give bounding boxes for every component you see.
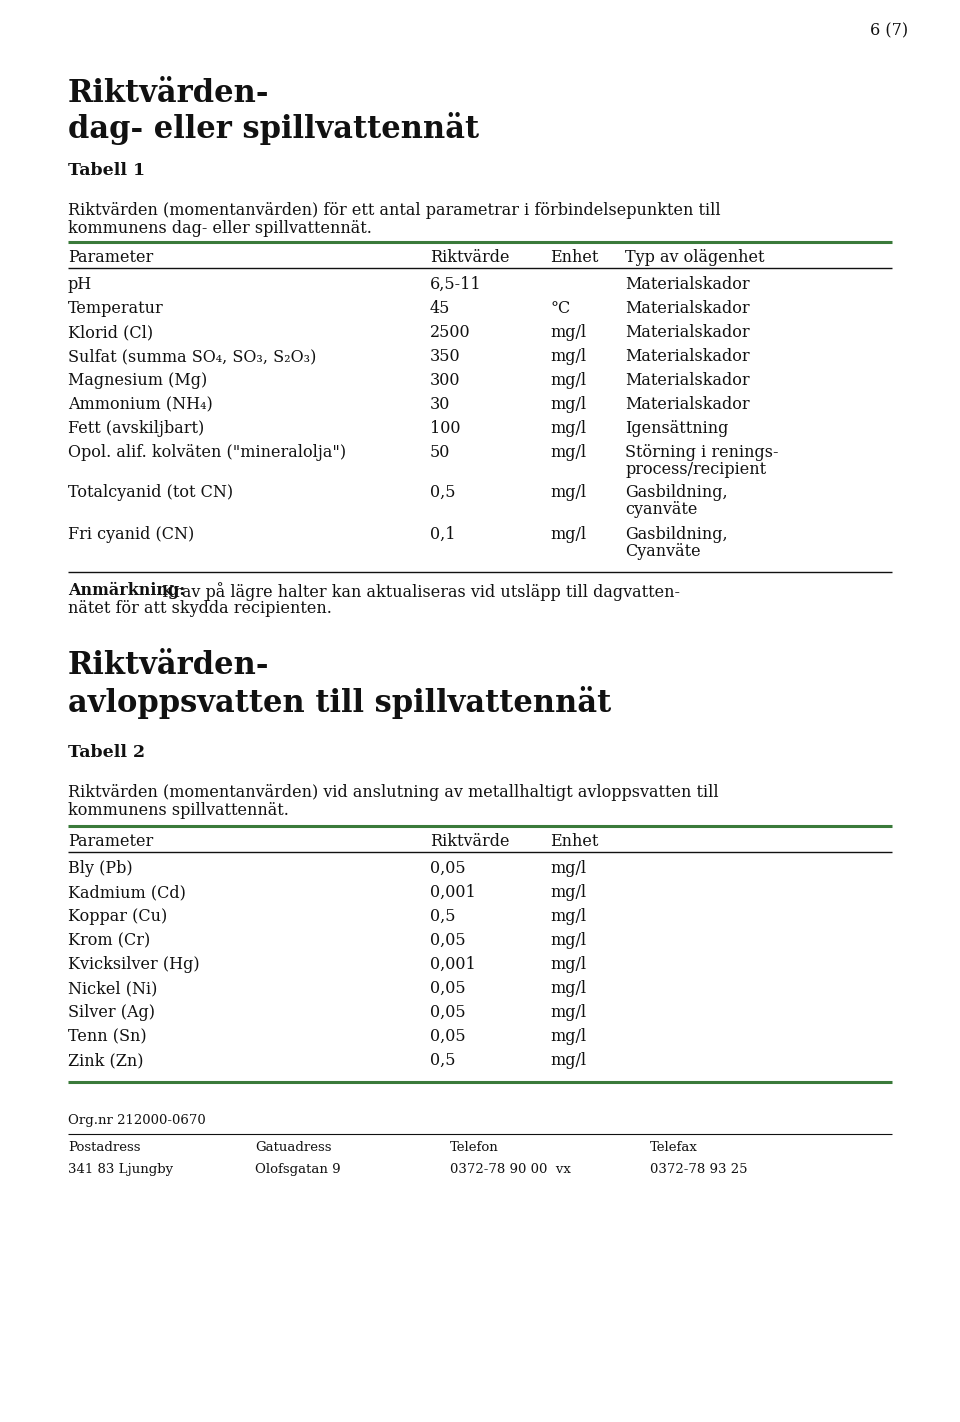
Text: Tabell 2: Tabell 2 (68, 744, 145, 761)
Text: Krom (Cr): Krom (Cr) (68, 931, 151, 948)
Text: pH: pH (68, 276, 92, 293)
Text: mg/l: mg/l (550, 483, 587, 501)
Text: Silver (Ag): Silver (Ag) (68, 1004, 155, 1021)
Text: Materialskador: Materialskador (625, 348, 750, 365)
Text: mg/l: mg/l (550, 1052, 587, 1069)
Text: Parameter: Parameter (68, 249, 154, 266)
Text: kommunens spillvattennät.: kommunens spillvattennät. (68, 802, 289, 819)
Text: avloppsvatten till spillvattennät: avloppsvatten till spillvattennät (68, 685, 612, 720)
Text: Nickel (Ni): Nickel (Ni) (68, 980, 157, 997)
Text: Bly (Pb): Bly (Pb) (68, 860, 132, 877)
Text: Zink (Zn): Zink (Zn) (68, 1052, 143, 1069)
Text: 0,05: 0,05 (430, 1028, 466, 1045)
Text: Temperatur: Temperatur (68, 300, 164, 317)
Text: Riktvärden-: Riktvärden- (68, 650, 270, 681)
Text: 6 (7): 6 (7) (870, 21, 908, 38)
Text: mg/l: mg/l (550, 980, 587, 997)
Text: Materialskador: Materialskador (625, 395, 750, 412)
Text: mg/l: mg/l (550, 956, 587, 973)
Text: Riktvärde: Riktvärde (430, 249, 510, 266)
Text: Klorid (Cl): Klorid (Cl) (68, 324, 154, 341)
Text: Riktvärden (momentanvärden) vid anslutning av metallhaltigt avloppsvatten till: Riktvärden (momentanvärden) vid anslutni… (68, 784, 719, 801)
Text: mg/l: mg/l (550, 884, 587, 902)
Text: cyanväte: cyanväte (625, 501, 697, 518)
Text: Totalcyanid (tot CN): Totalcyanid (tot CN) (68, 483, 233, 501)
Text: Telefax: Telefax (650, 1140, 698, 1155)
Text: mg/l: mg/l (550, 373, 587, 390)
Text: 100: 100 (430, 419, 461, 437)
Text: Tabell 1: Tabell 1 (68, 162, 145, 179)
Text: Ammonium (NH₄): Ammonium (NH₄) (68, 395, 213, 412)
Text: 2500: 2500 (430, 324, 470, 341)
Text: 0,001: 0,001 (430, 884, 476, 902)
Text: 0,1: 0,1 (430, 526, 455, 543)
Text: Materialskador: Materialskador (625, 276, 750, 293)
Text: 0,001: 0,001 (430, 956, 476, 973)
Text: mg/l: mg/l (550, 395, 587, 412)
Text: 0372-78 90 00  vx: 0372-78 90 00 vx (450, 1163, 571, 1176)
Text: mg/l: mg/l (550, 526, 587, 543)
Text: mg/l: mg/l (550, 1028, 587, 1045)
Text: Riktvärden (momentanvärden) för ett antal parametrar i förbindelsepunkten till: Riktvärden (momentanvärden) för ett anta… (68, 202, 721, 219)
Text: Opol. alif. kolväten ("mineralolja"): Opol. alif. kolväten ("mineralolja") (68, 444, 347, 461)
Text: Fri cyanid (CN): Fri cyanid (CN) (68, 526, 194, 543)
Text: Enhet: Enhet (550, 249, 598, 266)
Text: mg/l: mg/l (550, 348, 587, 365)
Text: Org.nr 212000-0670: Org.nr 212000-0670 (68, 1113, 205, 1128)
Text: Gasbildning,: Gasbildning, (625, 483, 728, 501)
Text: Olofsgatan 9: Olofsgatan 9 (255, 1163, 341, 1176)
Text: nätet för att skydda recipienten.: nätet för att skydda recipienten. (68, 600, 332, 617)
Text: Parameter: Parameter (68, 833, 154, 850)
Text: Telefon: Telefon (450, 1140, 499, 1155)
Text: 0,05: 0,05 (430, 860, 466, 877)
Text: Postadress: Postadress (68, 1140, 140, 1155)
Text: Igensättning: Igensättning (625, 419, 729, 437)
Text: Krav på lägre halter kan aktualiseras vid utsläpp till dagvatten-: Krav på lägre halter kan aktualiseras vi… (157, 582, 680, 602)
Text: Gatuadress: Gatuadress (255, 1140, 331, 1155)
Text: Riktvärden-: Riktvärden- (68, 78, 270, 109)
Text: mg/l: mg/l (550, 419, 587, 437)
Text: Materialskador: Materialskador (625, 324, 750, 341)
Text: Sulfat (summa SO₄, SO₃, S₂O₃): Sulfat (summa SO₄, SO₃, S₂O₃) (68, 348, 317, 365)
Text: mg/l: mg/l (550, 444, 587, 461)
Text: mg/l: mg/l (550, 931, 587, 948)
Text: 300: 300 (430, 373, 461, 390)
Text: Gasbildning,: Gasbildning, (625, 526, 728, 543)
Text: 0,05: 0,05 (430, 980, 466, 997)
Text: Kadmium (Cd): Kadmium (Cd) (68, 884, 186, 902)
Text: 0,5: 0,5 (430, 909, 455, 924)
Text: 341 83 Ljungby: 341 83 Ljungby (68, 1163, 173, 1176)
Text: mg/l: mg/l (550, 860, 587, 877)
Text: mg/l: mg/l (550, 909, 587, 924)
Text: 0,5: 0,5 (430, 1052, 455, 1069)
Text: Enhet: Enhet (550, 833, 598, 850)
Text: Materialskador: Materialskador (625, 300, 750, 317)
Text: Störning i renings-: Störning i renings- (625, 444, 779, 461)
Text: 6,5-11: 6,5-11 (430, 276, 482, 293)
Text: dag- eller spillvattennät: dag- eller spillvattennät (68, 112, 479, 145)
Text: Fett (avskiljbart): Fett (avskiljbart) (68, 419, 204, 437)
Text: 0,05: 0,05 (430, 1004, 466, 1021)
Text: process/recipient: process/recipient (625, 461, 766, 478)
Text: Kvicksilver (Hg): Kvicksilver (Hg) (68, 956, 200, 973)
Text: mg/l: mg/l (550, 1004, 587, 1021)
Text: 0372-78 93 25: 0372-78 93 25 (650, 1163, 748, 1176)
Text: Cyanväte: Cyanväte (625, 543, 701, 560)
Text: Anmärkning:: Anmärkning: (68, 582, 185, 599)
Text: 30: 30 (430, 395, 450, 412)
Text: Tenn (Sn): Tenn (Sn) (68, 1028, 147, 1045)
Text: Materialskador: Materialskador (625, 373, 750, 390)
Text: 50: 50 (430, 444, 450, 461)
Text: Typ av olägenhet: Typ av olägenhet (625, 249, 764, 266)
Text: 0,05: 0,05 (430, 931, 466, 948)
Text: 0,5: 0,5 (430, 483, 455, 501)
Text: Magnesium (Mg): Magnesium (Mg) (68, 373, 207, 390)
Text: 350: 350 (430, 348, 461, 365)
Text: 45: 45 (430, 300, 450, 317)
Text: mg/l: mg/l (550, 324, 587, 341)
Text: kommunens dag- eller spillvattennät.: kommunens dag- eller spillvattennät. (68, 220, 372, 237)
Text: Riktvärde: Riktvärde (430, 833, 510, 850)
Text: °C: °C (550, 300, 570, 317)
Text: Koppar (Cu): Koppar (Cu) (68, 909, 167, 924)
